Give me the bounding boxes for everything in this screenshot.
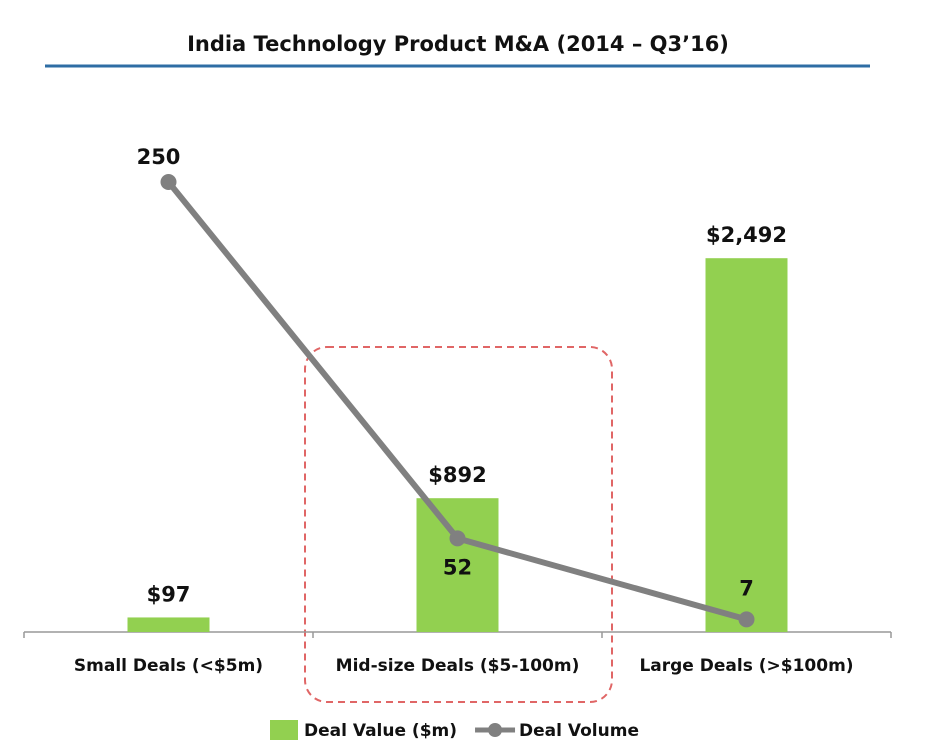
bar [127, 617, 210, 632]
legend-label: Deal Volume [519, 721, 639, 741]
line-point [738, 611, 755, 628]
data-label: $892 [428, 463, 486, 487]
legend-label: Deal Value ($m) [304, 721, 457, 741]
data-label: 250 [137, 145, 181, 169]
data-label: 7 [739, 576, 754, 600]
line-point [160, 174, 177, 190]
x-tick-label: Mid-size Deals ($5-100m) [336, 656, 580, 676]
x-tick-label: Large Deals (>$100m) [639, 656, 853, 676]
chart-title: India Technology Product M&A (2014 – Q3’… [187, 32, 729, 56]
data-label: $97 [147, 582, 191, 606]
legend-swatch [270, 720, 298, 740]
bar [416, 498, 499, 632]
x-tick-label: Small Deals (<$5m) [74, 656, 263, 676]
line-point [449, 530, 466, 547]
bar [705, 258, 788, 632]
data-label: 52 [443, 555, 472, 579]
legend-swatch [488, 723, 503, 737]
data-label: $2,492 [706, 223, 787, 247]
highlight-box [304, 346, 613, 703]
